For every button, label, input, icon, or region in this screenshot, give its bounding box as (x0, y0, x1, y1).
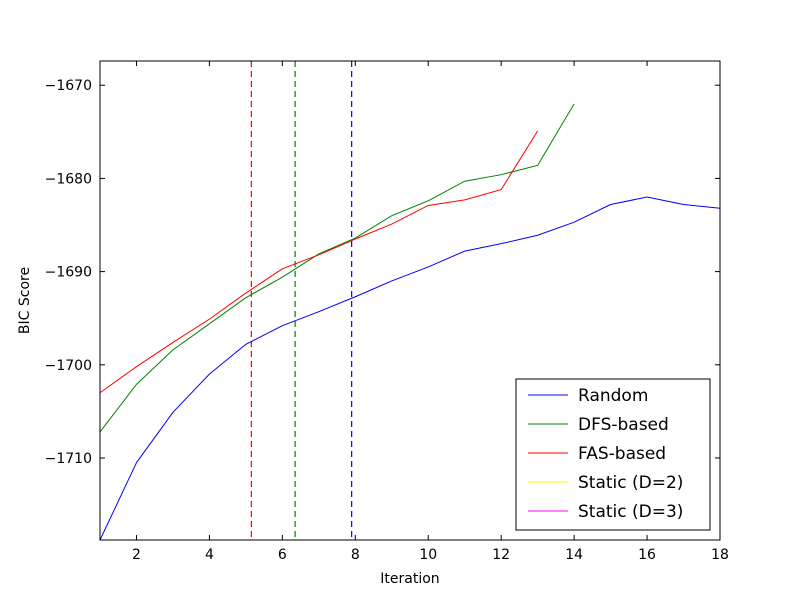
legend-label-4: Static (D=3) (578, 502, 683, 522)
x-tick-label-8: 18 (711, 547, 729, 563)
y-axis-label: BIC Score (17, 267, 33, 334)
y-tick-label-4: −1710 (45, 451, 92, 467)
legend-label-1: DFS-based (578, 415, 669, 435)
x-tick-label-3: 8 (351, 547, 360, 563)
legend: Random DFS-based FAS-based Static (D=2) Stat… (515, 378, 711, 531)
vertical-dashed-lines (250, 61, 353, 540)
legend-label-2: FAS-based (578, 444, 666, 464)
y-tick-label-1: −1680 (45, 171, 92, 187)
plot-area-frame (99, 60, 721, 541)
x-tick-label-2: 6 (278, 547, 287, 563)
y-tick-label-0: −1670 (45, 78, 92, 94)
x-tick-label-7: 16 (638, 547, 656, 563)
x-tick-label-1: 4 (205, 547, 214, 563)
legend-box (515, 378, 711, 531)
legend-label-0: Random (578, 386, 648, 406)
x-tick-label-5: 12 (492, 547, 510, 563)
x-tick-label-4: 10 (419, 547, 437, 563)
x-axis-label: Iteration (380, 571, 439, 587)
series-line-2 (99, 130, 539, 394)
series-line-0 (99, 196, 721, 541)
legend-label-3: Static (D=2) (578, 473, 683, 493)
y-tick-label-3: −1700 (45, 358, 92, 374)
series-line-1 (99, 103, 575, 433)
axis-ticks: 2 4 6 8 10 12 14 16 18 −1670 −1680 −1690 −1700 −1710 (45, 61, 729, 563)
x-tick-label-0: 2 (132, 547, 141, 563)
y-tick-label-2: −1690 (45, 265, 92, 281)
x-tick-label-6: 14 (565, 547, 583, 563)
